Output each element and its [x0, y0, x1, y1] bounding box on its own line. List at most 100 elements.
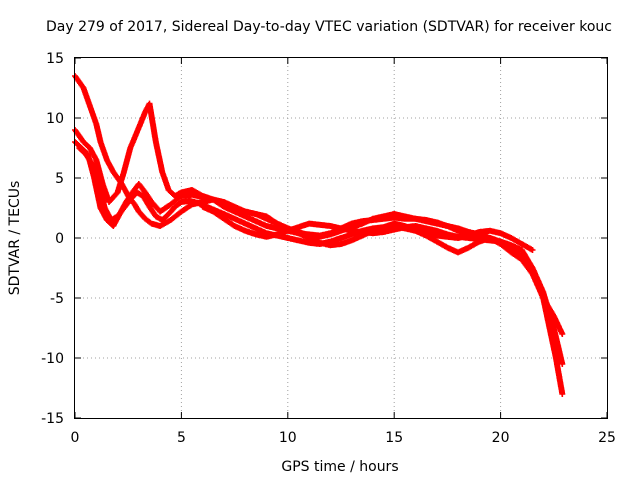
y-tick-label: 10 — [46, 111, 64, 127]
data-point — [424, 227, 428, 230]
data-point — [561, 332, 564, 336]
data-point — [188, 199, 192, 202]
data-point — [265, 224, 268, 228]
data-point — [112, 170, 115, 174]
data-point — [144, 217, 147, 220]
data-point — [222, 212, 226, 216]
data-point — [541, 296, 545, 300]
data-point — [265, 232, 268, 235]
data-point — [435, 222, 438, 225]
data-point — [318, 234, 321, 237]
data-point — [307, 236, 311, 240]
data-point — [116, 191, 119, 194]
data-point — [531, 248, 534, 252]
x-axis-label: GPS time / hours — [281, 459, 398, 475]
plot-frame — [74, 57, 608, 419]
data-point — [129, 146, 132, 150]
data-point — [109, 218, 113, 222]
data-point — [244, 210, 247, 213]
data-point — [161, 170, 164, 174]
data-point — [78, 134, 81, 138]
data-point — [414, 217, 417, 220]
data-point — [554, 356, 558, 360]
data-point — [510, 251, 513, 254]
data-point — [254, 227, 258, 230]
data-point — [403, 217, 407, 220]
data-point — [254, 212, 258, 216]
x-tick-label: 15 — [385, 430, 403, 446]
data-point — [90, 162, 94, 165]
data-point — [520, 248, 524, 252]
data-point — [382, 217, 385, 220]
data-point — [531, 272, 534, 276]
data-point — [97, 182, 100, 186]
x-tick-label: 20 — [492, 430, 510, 446]
data-point — [488, 239, 492, 242]
data-point — [548, 326, 551, 330]
data-point — [233, 205, 236, 208]
data-point — [150, 200, 153, 204]
x-tick-label: 25 — [598, 430, 616, 446]
data-series-track-5 — [199, 203, 504, 245]
y-tick-label: 15 — [46, 51, 64, 67]
data-point — [318, 242, 321, 246]
data-point — [456, 227, 460, 230]
data-point — [307, 222, 311, 225]
x-tick-label: 0 — [71, 430, 80, 446]
data-point — [112, 224, 115, 228]
data-point — [122, 206, 126, 210]
data-point — [137, 182, 141, 186]
data-point — [350, 222, 353, 225]
data-point — [144, 191, 147, 194]
data-point — [329, 232, 332, 235]
data-point — [552, 314, 555, 318]
data-point — [446, 233, 449, 236]
data-point — [180, 194, 183, 198]
data-point — [435, 229, 438, 232]
data-point — [244, 215, 247, 218]
x-tick-label: 10 — [279, 430, 297, 446]
data-point — [561, 392, 564, 396]
data-point — [82, 86, 85, 90]
data-point — [350, 229, 353, 232]
data-point — [499, 240, 502, 243]
data-point — [329, 224, 332, 228]
data-point — [116, 176, 119, 180]
data-point — [424, 232, 428, 235]
data-point — [95, 158, 98, 162]
data-point — [158, 210, 162, 213]
data-point — [403, 226, 407, 229]
data-point — [350, 239, 353, 242]
data-point — [190, 193, 194, 196]
y-tick-label: -10 — [41, 351, 64, 367]
data-point — [520, 242, 524, 246]
data-point — [135, 191, 138, 194]
data-point — [339, 236, 343, 240]
data-point — [265, 235, 268, 238]
data-point — [382, 226, 385, 229]
data-point — [103, 206, 106, 210]
data-point — [478, 230, 481, 234]
data-point — [371, 232, 375, 235]
data-point — [167, 212, 170, 216]
data-point — [84, 152, 87, 156]
data-point — [371, 218, 375, 222]
data-point — [88, 146, 92, 150]
series-layer — [72, 73, 566, 397]
data-point — [173, 194, 177, 198]
data-point — [154, 215, 158, 218]
data-point — [414, 229, 417, 232]
data-point — [297, 239, 300, 242]
data-point — [488, 229, 492, 232]
data-point — [318, 223, 321, 226]
axis-layer: 0 5 10 15 20 25 -15 -10 -5 0 5 10 15 — [41, 51, 616, 446]
data-point — [361, 220, 364, 223]
data-point — [137, 210, 141, 213]
data-point — [116, 215, 119, 218]
data-point — [86, 98, 89, 102]
data-point — [233, 224, 236, 228]
data-point — [254, 220, 258, 223]
data-point — [286, 229, 289, 232]
data-point — [90, 110, 94, 114]
data-point — [141, 194, 145, 198]
